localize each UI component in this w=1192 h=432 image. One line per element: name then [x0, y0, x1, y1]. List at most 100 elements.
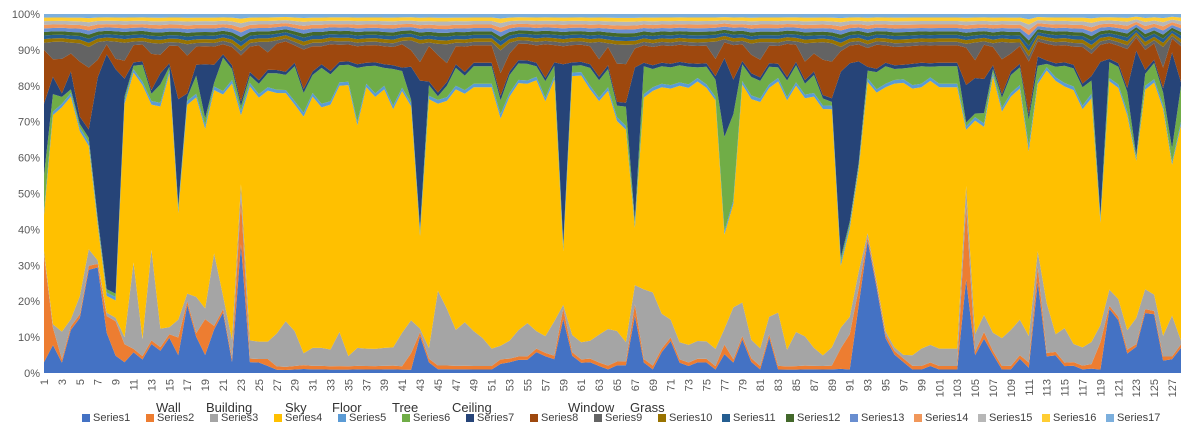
category-label: Grass	[630, 400, 665, 415]
legend-label: Series12	[797, 412, 841, 424]
x-tick-label: 49	[469, 379, 481, 391]
legend-item: Series3	[210, 412, 258, 424]
y-tick-label: 0%	[24, 368, 40, 380]
x-tick-label: 83	[773, 379, 785, 391]
x-tick-label: 103	[952, 379, 964, 397]
legend-label: Series3	[221, 412, 259, 424]
legend-swatch	[1042, 414, 1050, 423]
x-tick-label: 97	[898, 379, 910, 391]
legend-item: Series14	[914, 412, 968, 424]
x-tick-label: 65	[612, 379, 624, 391]
legend-item: Series5	[338, 412, 386, 424]
legend-swatch	[786, 414, 794, 423]
x-tick-label: 115	[1060, 379, 1072, 397]
legend-label: Series1	[93, 412, 131, 424]
legend-item: Series15	[978, 412, 1032, 424]
legend-swatch	[274, 414, 282, 423]
x-tick-label: 77	[719, 379, 731, 391]
y-tick-label: 50%	[18, 189, 40, 201]
x-tick-label: 23	[236, 379, 248, 391]
x-tick-label: 105	[970, 379, 982, 397]
legend-label: Series8	[541, 412, 579, 424]
legend-item: Series13	[850, 412, 904, 424]
x-tick-label: 57	[540, 379, 552, 391]
legend-label: Series5	[349, 412, 387, 424]
area-series-11	[44, 29, 1181, 51]
x-tick-label: 107	[988, 379, 1000, 397]
x-tick-label: 53	[505, 379, 517, 391]
category-label: Building	[206, 400, 253, 415]
area-series-15	[44, 19, 1181, 30]
x-tick-label: 19	[200, 379, 212, 391]
x-tick-label: 101	[934, 379, 946, 397]
x-tick-label: 113	[1042, 379, 1054, 397]
x-tick-label: 29	[290, 379, 302, 391]
y-tick-label: 30%	[18, 260, 40, 272]
x-tick-label: 111	[1024, 379, 1036, 396]
x-tick-label: 11	[129, 379, 141, 390]
area-series-3	[44, 184, 1181, 367]
x-tick-label: 43	[415, 379, 427, 391]
y-tick-label: 40%	[18, 224, 40, 236]
legend-label: Series10	[669, 412, 713, 424]
x-tick-label: 121	[1113, 379, 1125, 397]
x-tick-label: 3	[57, 379, 69, 385]
x-tick-label: 99	[916, 379, 928, 391]
x-tick-label: 45	[433, 379, 445, 391]
area-series-13	[44, 24, 1181, 41]
x-tick-label: 73	[684, 379, 696, 391]
x-tick-label: 7	[93, 379, 105, 385]
category-label: Sky	[285, 400, 307, 415]
x-tick-label: 81	[755, 379, 767, 391]
x-tick-label: 33	[325, 379, 337, 391]
legend-item: Series16	[1042, 412, 1096, 424]
area-series-17	[44, 14, 1181, 20]
x-tick-label: 41	[397, 379, 409, 391]
legend-item: Series6	[402, 412, 450, 424]
x-tick-label: 21	[218, 379, 230, 391]
y-tick-label: 100%	[12, 9, 40, 21]
x-tick-label: 39	[379, 379, 391, 391]
x-tick-label: 93	[863, 379, 875, 391]
x-tick-label: 61	[576, 379, 588, 391]
area-series-14	[44, 21, 1181, 36]
category-label: Wall	[156, 400, 181, 415]
legend-item: Series4	[274, 412, 322, 424]
x-tick-label: 5	[75, 379, 87, 385]
category-labels-row: Wall Building Sky Floor Tree Ceiling Window Gra…	[0, 400, 1192, 415]
x-tick-label: 85	[791, 379, 803, 391]
legend-swatch	[466, 414, 474, 423]
x-tick-label: 55	[522, 379, 534, 391]
legend-label: Series13	[861, 412, 905, 424]
x-tick-label: 37	[361, 379, 373, 391]
x-tick-label: 71	[666, 379, 678, 391]
area-series-12	[44, 27, 1181, 46]
legend-swatch	[338, 414, 346, 423]
category-label: Tree	[392, 400, 419, 415]
x-tick-label: 87	[809, 379, 821, 391]
legend-swatch	[210, 414, 218, 423]
x-tick-label: 9	[111, 379, 123, 385]
x-tick-label: 109	[1006, 379, 1018, 397]
x-tick-label: 89	[827, 379, 839, 391]
legend-label: Series2	[157, 412, 195, 424]
legend-item: Series10	[658, 412, 712, 424]
area-series-6	[44, 57, 1181, 298]
x-tick-label: 17	[182, 379, 194, 391]
legend-swatch	[146, 414, 154, 423]
legend-label: Series15	[989, 412, 1033, 424]
legend-label: Series7	[477, 412, 515, 424]
area-series-4	[44, 70, 1181, 357]
category-label: Window	[568, 400, 615, 415]
x-tick-label: 119	[1095, 379, 1107, 397]
area-series-16	[44, 16, 1181, 25]
legend-label: Series16	[1053, 412, 1097, 424]
x-tick-label: 127	[1167, 379, 1179, 397]
y-tick-label: 80%	[18, 81, 40, 93]
legend: Series1 Series2 Series3 Series4 Series5 Serie…	[0, 410, 1192, 430]
category-label: Ceiling	[452, 400, 492, 415]
y-tick-label: 70%	[18, 117, 40, 129]
legend-swatch	[1106, 414, 1114, 423]
x-tick-label: 1	[39, 379, 51, 385]
